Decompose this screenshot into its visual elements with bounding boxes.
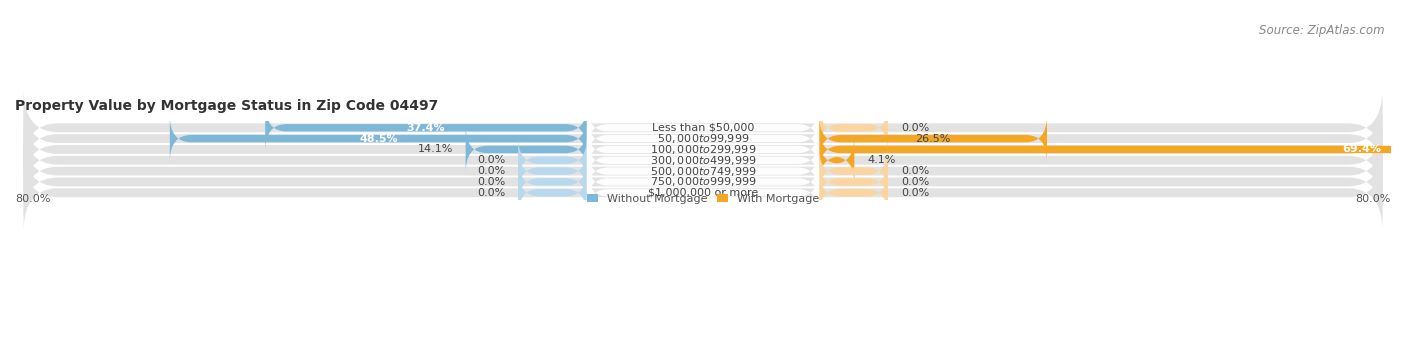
FancyBboxPatch shape xyxy=(24,132,1382,210)
Text: 0.0%: 0.0% xyxy=(901,188,929,198)
FancyBboxPatch shape xyxy=(820,104,889,151)
FancyBboxPatch shape xyxy=(517,148,586,194)
FancyBboxPatch shape xyxy=(266,104,586,151)
Text: 0.0%: 0.0% xyxy=(477,155,505,165)
FancyBboxPatch shape xyxy=(820,137,855,184)
Text: 14.1%: 14.1% xyxy=(418,145,453,154)
FancyBboxPatch shape xyxy=(517,137,586,184)
FancyBboxPatch shape xyxy=(586,104,820,151)
Text: $750,000 to $999,999: $750,000 to $999,999 xyxy=(650,175,756,189)
FancyBboxPatch shape xyxy=(586,159,820,205)
FancyBboxPatch shape xyxy=(820,115,1047,162)
Legend: Without Mortgage, With Mortgage: Without Mortgage, With Mortgage xyxy=(588,194,818,204)
Text: 48.5%: 48.5% xyxy=(359,134,398,144)
Text: 80.0%: 80.0% xyxy=(15,194,51,205)
Text: $500,000 to $749,999: $500,000 to $749,999 xyxy=(650,165,756,178)
Text: 0.0%: 0.0% xyxy=(477,177,505,187)
FancyBboxPatch shape xyxy=(24,89,1382,167)
Text: 0.0%: 0.0% xyxy=(901,166,929,176)
Text: 37.4%: 37.4% xyxy=(406,123,446,133)
FancyBboxPatch shape xyxy=(586,169,820,216)
Text: 80.0%: 80.0% xyxy=(1355,194,1391,205)
Text: 69.4%: 69.4% xyxy=(1343,145,1382,154)
FancyBboxPatch shape xyxy=(586,126,820,173)
FancyBboxPatch shape xyxy=(820,169,889,216)
Text: 26.5%: 26.5% xyxy=(915,134,950,144)
FancyBboxPatch shape xyxy=(465,126,586,173)
FancyBboxPatch shape xyxy=(586,148,820,194)
FancyBboxPatch shape xyxy=(24,154,1382,232)
FancyBboxPatch shape xyxy=(517,159,586,205)
FancyBboxPatch shape xyxy=(586,115,820,162)
FancyBboxPatch shape xyxy=(820,126,1406,173)
FancyBboxPatch shape xyxy=(24,143,1382,221)
Text: $1,000,000 or more: $1,000,000 or more xyxy=(648,188,758,198)
Text: Source: ZipAtlas.com: Source: ZipAtlas.com xyxy=(1260,24,1385,37)
Text: 0.0%: 0.0% xyxy=(901,177,929,187)
FancyBboxPatch shape xyxy=(24,121,1382,199)
Text: Less than $50,000: Less than $50,000 xyxy=(652,123,754,133)
Text: $50,000 to $99,999: $50,000 to $99,999 xyxy=(657,132,749,145)
FancyBboxPatch shape xyxy=(24,110,1382,188)
Text: 4.1%: 4.1% xyxy=(868,155,896,165)
FancyBboxPatch shape xyxy=(170,115,586,162)
FancyBboxPatch shape xyxy=(820,159,889,205)
FancyBboxPatch shape xyxy=(517,169,586,216)
Text: Property Value by Mortgage Status in Zip Code 04497: Property Value by Mortgage Status in Zip… xyxy=(15,99,439,113)
Text: 0.0%: 0.0% xyxy=(477,188,505,198)
Text: 0.0%: 0.0% xyxy=(901,123,929,133)
Text: $300,000 to $499,999: $300,000 to $499,999 xyxy=(650,154,756,167)
FancyBboxPatch shape xyxy=(24,100,1382,177)
Text: $100,000 to $299,999: $100,000 to $299,999 xyxy=(650,143,756,156)
Text: 0.0%: 0.0% xyxy=(477,166,505,176)
FancyBboxPatch shape xyxy=(820,148,889,194)
FancyBboxPatch shape xyxy=(586,137,820,184)
